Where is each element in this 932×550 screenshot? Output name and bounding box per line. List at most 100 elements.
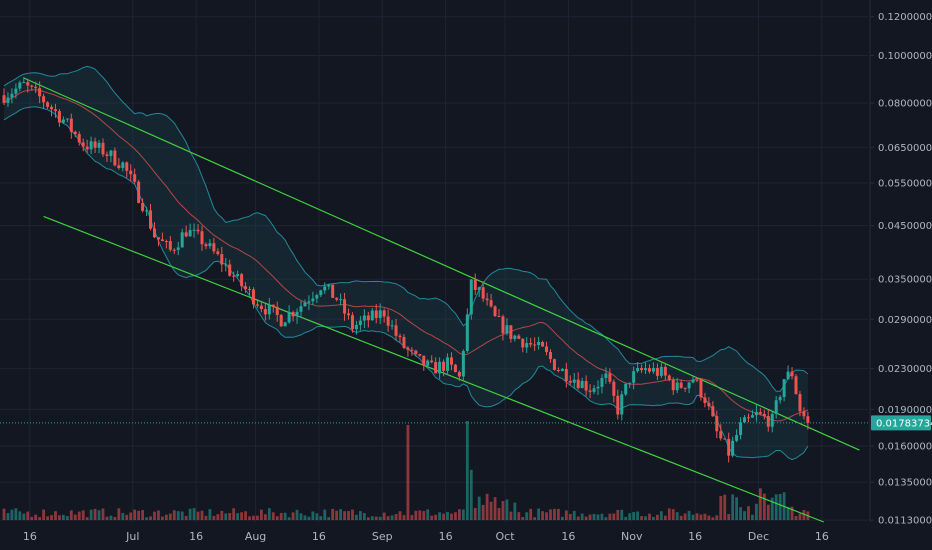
candle[interactable] — [220, 246, 224, 273]
candle[interactable] — [509, 325, 513, 343]
candle[interactable] — [430, 355, 434, 364]
candle[interactable] — [323, 282, 327, 294]
candle[interactable] — [77, 131, 81, 146]
candle[interactable] — [160, 232, 164, 242]
candle[interactable] — [770, 411, 774, 433]
candle[interactable] — [267, 297, 271, 320]
candle[interactable] — [790, 367, 794, 380]
candle[interactable] — [339, 293, 343, 306]
candle[interactable] — [537, 336, 541, 350]
candle[interactable] — [746, 413, 750, 423]
candle[interactable] — [731, 436, 735, 458]
candle[interactable] — [350, 312, 354, 333]
candle[interactable] — [149, 203, 153, 231]
candle[interactable] — [568, 375, 572, 386]
candle[interactable] — [398, 333, 402, 343]
candle[interactable] — [299, 301, 303, 318]
candle[interactable] — [164, 239, 168, 249]
candle[interactable] — [34, 81, 38, 93]
candle[interactable] — [477, 286, 481, 297]
candle[interactable] — [10, 88, 14, 104]
candle[interactable] — [295, 308, 299, 324]
candle[interactable] — [172, 248, 176, 255]
candle[interactable] — [473, 273, 477, 295]
candle[interactable] — [644, 362, 648, 375]
candle[interactable] — [449, 352, 453, 371]
candle[interactable] — [303, 299, 307, 307]
candle[interactable] — [794, 374, 798, 395]
candle[interactable] — [485, 292, 489, 306]
candle[interactable] — [481, 281, 485, 302]
candle[interactable] — [802, 407, 806, 420]
candle[interactable] — [584, 375, 588, 397]
candle[interactable] — [707, 397, 711, 410]
candle[interactable] — [188, 223, 192, 237]
candle[interactable] — [69, 113, 73, 139]
candle[interactable] — [335, 297, 339, 302]
candle[interactable] — [541, 340, 545, 347]
candle[interactable] — [691, 376, 695, 384]
candle[interactable] — [307, 295, 311, 311]
candle[interactable] — [196, 224, 200, 235]
candle[interactable] — [632, 366, 636, 390]
candle[interactable] — [327, 284, 331, 290]
candle[interactable] — [457, 370, 461, 381]
candle[interactable] — [366, 311, 370, 328]
candle[interactable] — [762, 409, 766, 420]
candle[interactable] — [105, 151, 109, 162]
candle[interactable] — [501, 314, 505, 341]
candle[interactable] — [402, 334, 406, 350]
candle[interactable] — [754, 404, 758, 422]
candle[interactable] — [89, 136, 93, 155]
candle[interactable] — [667, 374, 671, 382]
candle[interactable] — [651, 362, 655, 374]
candle[interactable] — [446, 353, 450, 376]
candle[interactable] — [42, 93, 46, 109]
candle[interactable] — [647, 364, 651, 374]
candle[interactable] — [576, 372, 580, 390]
candle[interactable] — [315, 293, 319, 304]
candle[interactable] — [228, 259, 232, 277]
candle[interactable] — [766, 409, 770, 432]
candle[interactable] — [65, 118, 69, 123]
candle[interactable] — [287, 305, 291, 324]
candle[interactable] — [442, 359, 446, 377]
candle[interactable] — [18, 80, 22, 92]
candle[interactable] — [604, 367, 608, 384]
candle[interactable] — [141, 198, 145, 213]
candle[interactable] — [370, 307, 374, 321]
candle[interactable] — [73, 130, 77, 138]
candle[interactable] — [469, 279, 473, 320]
candle[interactable] — [180, 228, 184, 248]
candle[interactable] — [390, 320, 394, 330]
candle[interactable] — [739, 417, 743, 440]
candle[interactable] — [319, 289, 323, 298]
candle[interactable] — [113, 147, 117, 167]
candle[interactable] — [85, 139, 89, 153]
candle[interactable] — [687, 381, 691, 394]
candle[interactable] — [545, 341, 549, 356]
candle[interactable] — [125, 161, 129, 178]
candle[interactable] — [251, 287, 255, 309]
candle[interactable] — [216, 248, 220, 256]
candle[interactable] — [2, 88, 6, 106]
candle[interactable] — [525, 337, 529, 353]
trend-line-upper[interactable] — [23, 77, 860, 451]
candle[interactable] — [758, 407, 762, 416]
candle[interactable] — [311, 291, 315, 306]
candle[interactable] — [695, 377, 699, 383]
candle[interactable] — [22, 76, 26, 84]
candles[interactable] — [2, 76, 810, 463]
candle[interactable] — [596, 380, 600, 395]
candle[interactable] — [533, 337, 537, 351]
candle[interactable] — [497, 309, 501, 318]
candle[interactable] — [14, 83, 18, 99]
candle[interactable] — [418, 354, 422, 357]
candle[interactable] — [6, 92, 10, 107]
trend-line-lower[interactable] — [43, 215, 824, 523]
candle[interactable] — [659, 362, 663, 379]
candle[interactable] — [343, 292, 347, 321]
candle[interactable] — [236, 270, 240, 278]
candle[interactable] — [655, 363, 659, 381]
